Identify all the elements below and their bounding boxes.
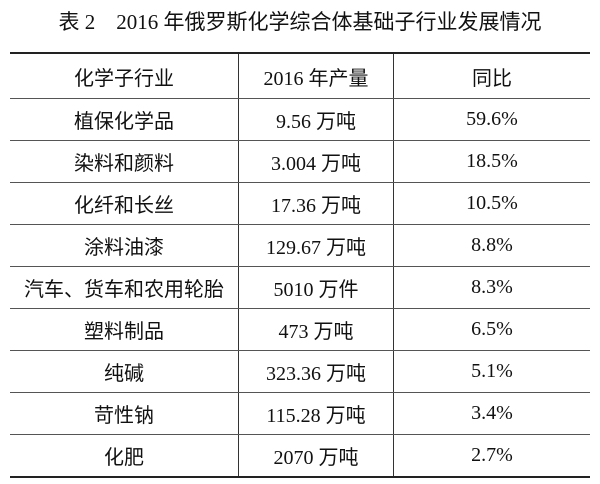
table-title: 表 2 2016 年俄罗斯化学综合体基础子行业发展情况 xyxy=(58,10,542,34)
table-cell: 化肥 xyxy=(10,434,239,478)
table-cell: 129.67 万吨 xyxy=(238,224,394,267)
table-cell: 2070 万吨 xyxy=(238,434,394,478)
table-cell: 纯碱 xyxy=(10,350,239,393)
table-row: 汽车、货车和农用轮胎 5010 万件 8.3% xyxy=(10,266,590,309)
table-cell: 涂料油漆 xyxy=(10,224,239,267)
data-table: 化学子行业 2016 年产量 同比 植保化学品 9.56 万吨 59.6% 染料和颜料 3.… xyxy=(10,52,590,478)
header-cell: 同比 xyxy=(393,52,590,99)
table-cell: 18.5% xyxy=(393,140,590,183)
table-cell: 6.5% xyxy=(393,308,590,351)
table-cell: 3.004 万吨 xyxy=(238,140,394,183)
table-cell: 8.3% xyxy=(393,266,590,309)
table-cell: 汽车、货车和农用轮胎 xyxy=(10,266,239,309)
header-cell: 化学子行业 xyxy=(10,52,239,99)
table-cell: 59.6% xyxy=(393,98,590,141)
table-cell: 9.56 万吨 xyxy=(238,98,394,141)
table-cell: 植保化学品 xyxy=(10,98,239,141)
table-row: 塑料制品 473 万吨 6.5% xyxy=(10,308,590,351)
table-cell: 化纤和长丝 xyxy=(10,182,239,225)
table-cell: 10.5% xyxy=(393,182,590,225)
table-row: 纯碱 323.36 万吨 5.1% xyxy=(10,350,590,393)
table-body: 植保化学品 9.56 万吨 59.6% 染料和颜料 3.004 万吨 18.5% 化纤和长丝… xyxy=(10,98,590,478)
table-row: 涂料油漆 129.67 万吨 8.8% xyxy=(10,224,590,267)
table-header: 化学子行业 2016 年产量 同比 xyxy=(10,52,590,99)
header-cell: 2016 年产量 xyxy=(238,52,394,99)
table-cell: 3.4% xyxy=(393,392,590,435)
header-row: 化学子行业 2016 年产量 同比 xyxy=(10,52,590,99)
table-row: 化纤和长丝 17.36 万吨 10.5% xyxy=(10,182,590,225)
table-cell: 323.36 万吨 xyxy=(238,350,394,393)
table-cell: 染料和颜料 xyxy=(10,140,239,183)
table-row: 苛性钠 115.28 万吨 3.4% xyxy=(10,392,590,435)
table-cell: 塑料制品 xyxy=(10,308,239,351)
table-cell: 2.7% xyxy=(393,434,590,478)
table-row: 染料和颜料 3.004 万吨 18.5% xyxy=(10,140,590,183)
table-row: 植保化学品 9.56 万吨 59.6% xyxy=(10,98,590,141)
table-cell: 473 万吨 xyxy=(238,308,394,351)
table-cell: 5.1% xyxy=(393,350,590,393)
table-cell: 8.8% xyxy=(393,224,590,267)
table-row: 化肥 2070 万吨 2.7% xyxy=(10,434,590,478)
table-cell: 5010 万件 xyxy=(238,266,394,309)
table-cell: 115.28 万吨 xyxy=(238,392,394,435)
table-cell: 17.36 万吨 xyxy=(238,182,394,225)
table-cell: 苛性钠 xyxy=(10,392,239,435)
